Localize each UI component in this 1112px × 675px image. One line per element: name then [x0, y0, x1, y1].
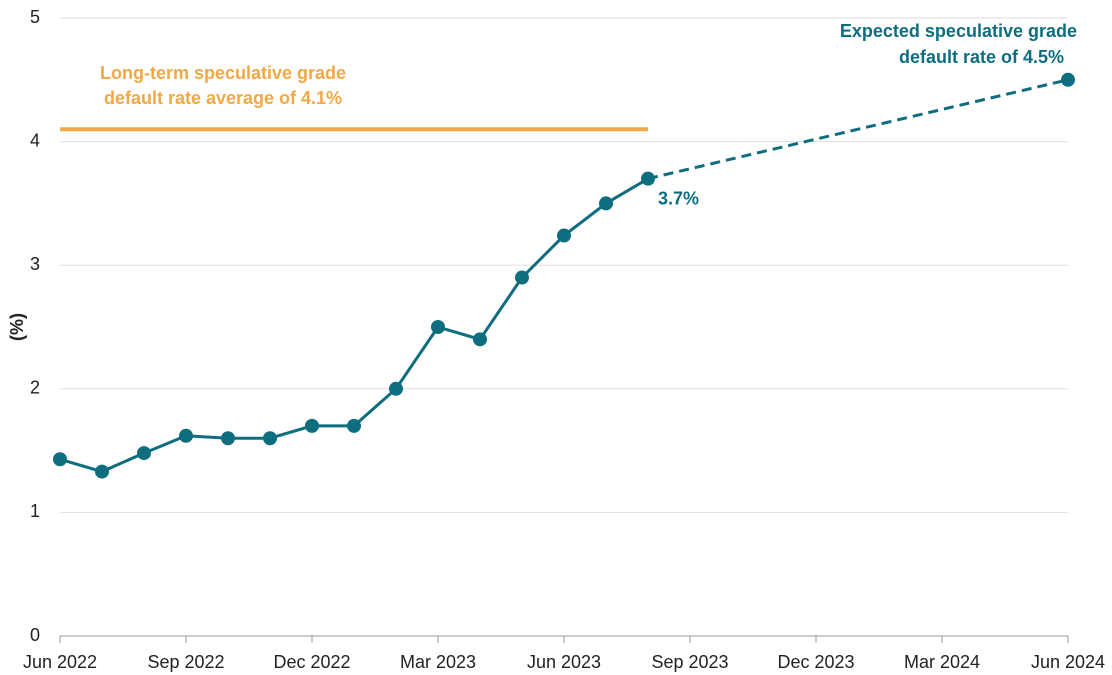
- reference-label: Long-term speculative grade default rate …: [100, 63, 346, 108]
- x-tick-label: Dec 2023: [777, 652, 854, 672]
- point: [1061, 72, 1075, 87]
- forecast-label-line: default rate of 4.5%: [899, 47, 1064, 67]
- forecast-line: [647, 78, 1069, 181]
- reference-label-line: Long-term speculative grade: [100, 63, 346, 83]
- point: [305, 418, 319, 433]
- y-tick-label: 5: [30, 7, 40, 27]
- point: [431, 320, 445, 334]
- forecast-label: Expected speculative grade default rate o…: [840, 21, 1077, 67]
- point: [641, 171, 655, 186]
- forecast-label-line: Expected speculative grade: [840, 21, 1077, 41]
- point: [137, 446, 151, 461]
- point: [347, 418, 361, 433]
- y-tick-label: 2: [30, 378, 40, 398]
- value-label: 3.7%: [658, 188, 699, 208]
- point: [515, 270, 529, 285]
- y-axis-label: (%): [7, 313, 27, 341]
- point: [389, 381, 403, 396]
- y-tick-label: 0: [30, 625, 40, 645]
- x-tick-label: Jun 2022: [23, 652, 97, 672]
- x-tick-label: Mar 2024: [904, 652, 980, 672]
- point: [557, 228, 571, 243]
- point: [473, 332, 487, 347]
- point: [95, 464, 109, 479]
- y-tick-label: 4: [30, 130, 40, 150]
- y-tick-label: 3: [30, 254, 40, 274]
- x-tick-label: Jun 2023: [527, 652, 601, 672]
- x-tick-label: Sep 2023: [651, 652, 728, 672]
- x-tick-label: Sep 2022: [147, 652, 224, 672]
- point: [179, 428, 193, 443]
- x-tick-label: Dec 2022: [273, 652, 350, 672]
- point: [263, 431, 277, 446]
- x-tick-label: Jun 2024: [1031, 652, 1105, 672]
- point: [599, 196, 613, 211]
- y-tick-label: 1: [30, 501, 40, 521]
- point: [53, 452, 67, 467]
- point: [221, 431, 235, 446]
- x-tick-label: Mar 2023: [400, 652, 476, 672]
- reference-label-line: default rate average of 4.1%: [104, 88, 342, 108]
